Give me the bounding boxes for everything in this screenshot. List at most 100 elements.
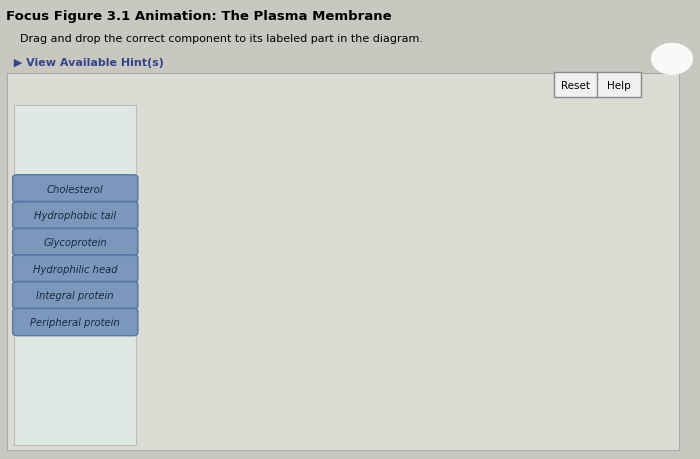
Circle shape	[492, 245, 503, 252]
Circle shape	[634, 335, 646, 342]
Ellipse shape	[269, 167, 339, 221]
Circle shape	[634, 263, 646, 271]
FancyBboxPatch shape	[295, 363, 386, 385]
Circle shape	[351, 307, 358, 312]
FancyBboxPatch shape	[580, 340, 671, 359]
Text: Integral protein: Integral protein	[36, 291, 114, 301]
Circle shape	[412, 293, 420, 298]
Ellipse shape	[419, 261, 468, 344]
Circle shape	[524, 231, 536, 238]
Circle shape	[431, 335, 443, 342]
FancyBboxPatch shape	[553, 283, 655, 302]
Circle shape	[536, 293, 543, 298]
Circle shape	[288, 307, 296, 312]
Circle shape	[269, 335, 281, 342]
Ellipse shape	[317, 261, 365, 344]
Circle shape	[485, 263, 497, 271]
Circle shape	[147, 335, 159, 342]
Circle shape	[530, 224, 540, 231]
Ellipse shape	[188, 345, 225, 372]
Circle shape	[160, 335, 172, 342]
Circle shape	[485, 335, 497, 342]
Circle shape	[228, 263, 240, 271]
Circle shape	[621, 335, 633, 342]
Circle shape	[562, 255, 573, 262]
Circle shape	[421, 227, 434, 235]
Circle shape	[466, 255, 476, 262]
Circle shape	[174, 263, 186, 271]
Circle shape	[498, 224, 508, 231]
Circle shape	[536, 238, 546, 245]
Circle shape	[227, 307, 235, 312]
Circle shape	[648, 335, 660, 342]
Circle shape	[214, 335, 226, 342]
Circle shape	[288, 293, 296, 298]
Circle shape	[188, 335, 200, 342]
Circle shape	[241, 335, 253, 342]
Circle shape	[460, 231, 470, 238]
Circle shape	[382, 307, 389, 312]
Ellipse shape	[522, 285, 543, 306]
Text: Peripheral protein: Peripheral protein	[30, 317, 120, 327]
Circle shape	[337, 263, 349, 271]
Circle shape	[201, 263, 213, 271]
Circle shape	[472, 263, 484, 271]
Circle shape	[458, 335, 470, 342]
Text: Cholesterol: Cholesterol	[47, 184, 104, 194]
Circle shape	[512, 263, 524, 271]
Circle shape	[594, 263, 606, 271]
Circle shape	[196, 293, 204, 298]
Text: Reset: Reset	[561, 80, 590, 90]
Ellipse shape	[236, 155, 360, 246]
Text: Hydrophobic tail: Hydrophobic tail	[34, 211, 116, 221]
Circle shape	[503, 238, 514, 245]
Circle shape	[214, 263, 226, 271]
Circle shape	[296, 263, 307, 271]
Circle shape	[648, 263, 660, 271]
Circle shape	[621, 263, 633, 271]
Ellipse shape	[517, 261, 565, 344]
Circle shape	[594, 335, 606, 342]
Circle shape	[460, 245, 470, 252]
Circle shape	[377, 335, 389, 342]
Circle shape	[255, 263, 267, 271]
Circle shape	[377, 263, 389, 271]
Circle shape	[414, 237, 428, 246]
Circle shape	[562, 224, 573, 231]
Circle shape	[444, 238, 454, 245]
Circle shape	[608, 263, 620, 271]
Circle shape	[350, 263, 362, 271]
Circle shape	[165, 307, 173, 312]
Ellipse shape	[220, 261, 269, 344]
Ellipse shape	[225, 285, 247, 306]
Ellipse shape	[228, 143, 369, 252]
Circle shape	[309, 263, 321, 271]
Circle shape	[323, 335, 335, 342]
Circle shape	[438, 224, 449, 231]
Circle shape	[323, 263, 335, 271]
Circle shape	[391, 335, 402, 342]
Text: Hydrophilic head: Hydrophilic head	[33, 264, 118, 274]
Circle shape	[431, 263, 443, 271]
Ellipse shape	[307, 182, 323, 192]
Circle shape	[228, 335, 240, 342]
Circle shape	[258, 293, 265, 298]
Circle shape	[241, 263, 253, 271]
Circle shape	[391, 193, 405, 202]
Circle shape	[540, 263, 552, 271]
Circle shape	[505, 307, 512, 312]
Circle shape	[526, 335, 538, 342]
Circle shape	[196, 307, 204, 312]
Circle shape	[419, 251, 431, 259]
Circle shape	[351, 293, 358, 298]
Circle shape	[350, 335, 362, 342]
FancyBboxPatch shape	[432, 182, 539, 207]
Circle shape	[414, 217, 428, 225]
Circle shape	[382, 293, 389, 298]
Circle shape	[433, 245, 444, 252]
Text: Glycoprotein: Glycoprotein	[43, 237, 107, 247]
FancyBboxPatch shape	[295, 387, 386, 409]
Circle shape	[598, 307, 606, 312]
Circle shape	[258, 307, 265, 312]
Circle shape	[540, 335, 552, 342]
